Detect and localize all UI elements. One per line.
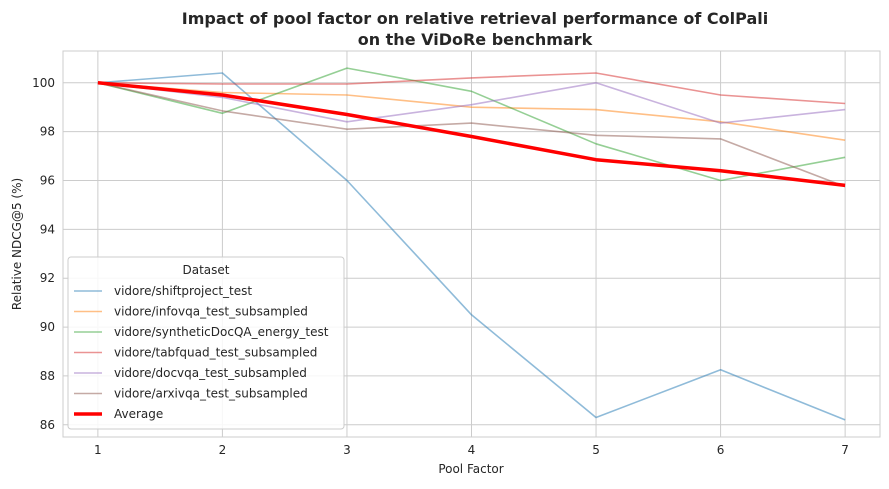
x-tick-labels: 1 2 3 4 5 6 7 [94, 443, 849, 457]
y-tick-label: 88 [40, 369, 55, 383]
x-axis-label: Pool Factor [438, 462, 503, 476]
legend-entry-3: vidore/tabfquad_test_subsampled [114, 346, 317, 360]
legend-entry-5: vidore/arxivqa_test_subsampled [114, 387, 308, 401]
y-tick-label: 98 [40, 125, 55, 139]
y-tick-label: 100 [32, 76, 55, 90]
x-tick-label: 3 [343, 443, 351, 457]
y-axis-label: Relative NDCG@5 (%) [10, 178, 24, 310]
y-tick-labels: 86 88 90 92 94 96 98 100 [32, 76, 55, 432]
series-line-2 [97, 67, 846, 182]
x-tick-label: 6 [717, 443, 725, 457]
x-tick-label: 4 [468, 443, 476, 457]
x-tick-label: 7 [841, 443, 849, 457]
legend-entry-1: vidore/infovqa_test_subsampled [114, 305, 308, 319]
legend-entry-2: vidore/syntheticDocQA_energy_test [114, 325, 329, 339]
chart-title-line2: on the ViDoRe benchmark [358, 30, 593, 49]
legend: Dataset vidore/shiftproject_test vidore/i… [67, 256, 345, 430]
legend-entry-0: vidore/shiftproject_test [114, 284, 252, 298]
x-tick-label: 1 [94, 443, 102, 457]
series-line-4 [97, 82, 846, 124]
series-lines [97, 67, 846, 421]
series-line-1 [97, 82, 846, 141]
chart-title-line1: Impact of pool factor on relative retrie… [182, 9, 768, 28]
x-tick-label: 2 [219, 443, 227, 457]
legend-entry-4: vidore/docvqa_test_subsampled [114, 366, 307, 380]
legend-entry-6: Average [114, 407, 163, 421]
plot-frame [62, 50, 881, 438]
legend-title: Dataset [183, 263, 230, 277]
y-tick-label: 90 [40, 320, 55, 334]
series-line-0 [97, 72, 846, 421]
x-tick-label: 5 [592, 443, 600, 457]
y-tick-label: 96 [40, 173, 55, 187]
series-line-3 [97, 72, 846, 105]
y-tick-label: 94 [40, 222, 55, 236]
series-line-5 [97, 82, 846, 188]
y-tick-label: 92 [40, 271, 55, 285]
y-tick-label: 86 [40, 418, 55, 432]
series-line-6 [97, 81, 846, 188]
legend-box [67, 256, 345, 430]
